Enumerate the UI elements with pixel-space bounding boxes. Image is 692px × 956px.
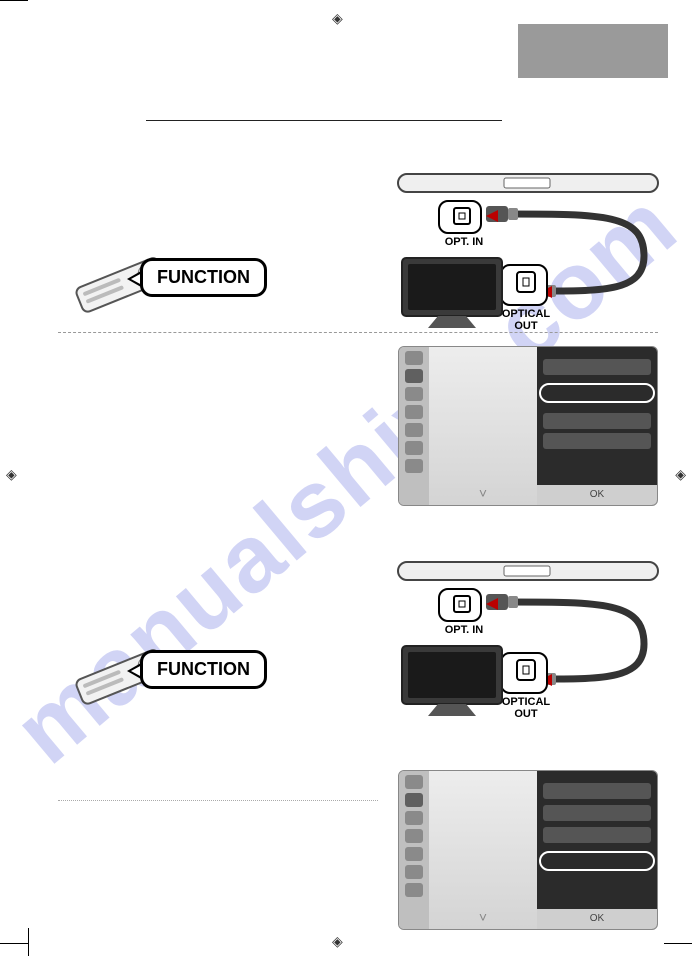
crop-mark <box>0 943 28 944</box>
opt-in-label: OPT. IN <box>438 624 490 636</box>
optical-out-line1: OPTICAL <box>502 696 550 708</box>
arrow-icon <box>486 598 498 610</box>
registration-mark-icon: ◈ <box>332 10 343 27</box>
tv-icon <box>398 254 508 332</box>
optical-out-line2: OUT <box>514 708 537 720</box>
tv-menu-screenshot: ˅ OK <box>398 346 658 506</box>
tv-menu-screenshot: ˅ OK <box>398 770 658 930</box>
opt-in-port <box>438 200 482 234</box>
crop-mark <box>0 0 28 1</box>
menu-right-pane: OK <box>537 771 657 929</box>
function-label: FUNCTION <box>140 650 267 689</box>
optical-out-line1: OPTICAL <box>502 308 550 320</box>
speech-tail-icon <box>127 663 141 679</box>
function-label: FUNCTION <box>140 258 267 297</box>
menu-right-pane: OK <box>537 347 657 505</box>
registration-mark-icon: ◈ <box>6 466 17 483</box>
registration-mark-icon: ◈ <box>675 466 686 483</box>
dotted-divider <box>58 800 378 801</box>
chevron-down-icon: ˅ <box>479 909 487 925</box>
ok-bar: OK <box>537 909 657 929</box>
crop-mark <box>28 928 29 956</box>
tv-icon <box>398 642 508 720</box>
menu-middle: ˅ <box>429 771 537 929</box>
registration-mark-icon: ◈ <box>332 933 343 950</box>
opt-in-port <box>438 588 482 622</box>
arrow-icon <box>486 210 498 222</box>
menu-icon-strip <box>399 347 429 505</box>
menu-icon-strip <box>399 771 429 929</box>
optical-out-line2: OUT <box>514 320 537 332</box>
chevron-down-icon: ˅ <box>479 485 487 501</box>
section-rule <box>146 120 502 121</box>
manual-page: ◈ ◈ ◈ ◈ manualshive.com FUNCTION OPT. IN <box>0 0 692 956</box>
soundbar-icon <box>396 166 662 200</box>
speech-tail-icon <box>127 271 141 287</box>
header-tab <box>518 24 668 78</box>
dashed-divider <box>58 332 658 333</box>
menu-middle: ˅ <box>429 347 537 505</box>
opt-in-label: OPT. IN <box>438 236 490 248</box>
crop-mark <box>664 943 692 944</box>
ok-bar: OK <box>537 485 657 505</box>
soundbar-icon <box>396 554 662 588</box>
